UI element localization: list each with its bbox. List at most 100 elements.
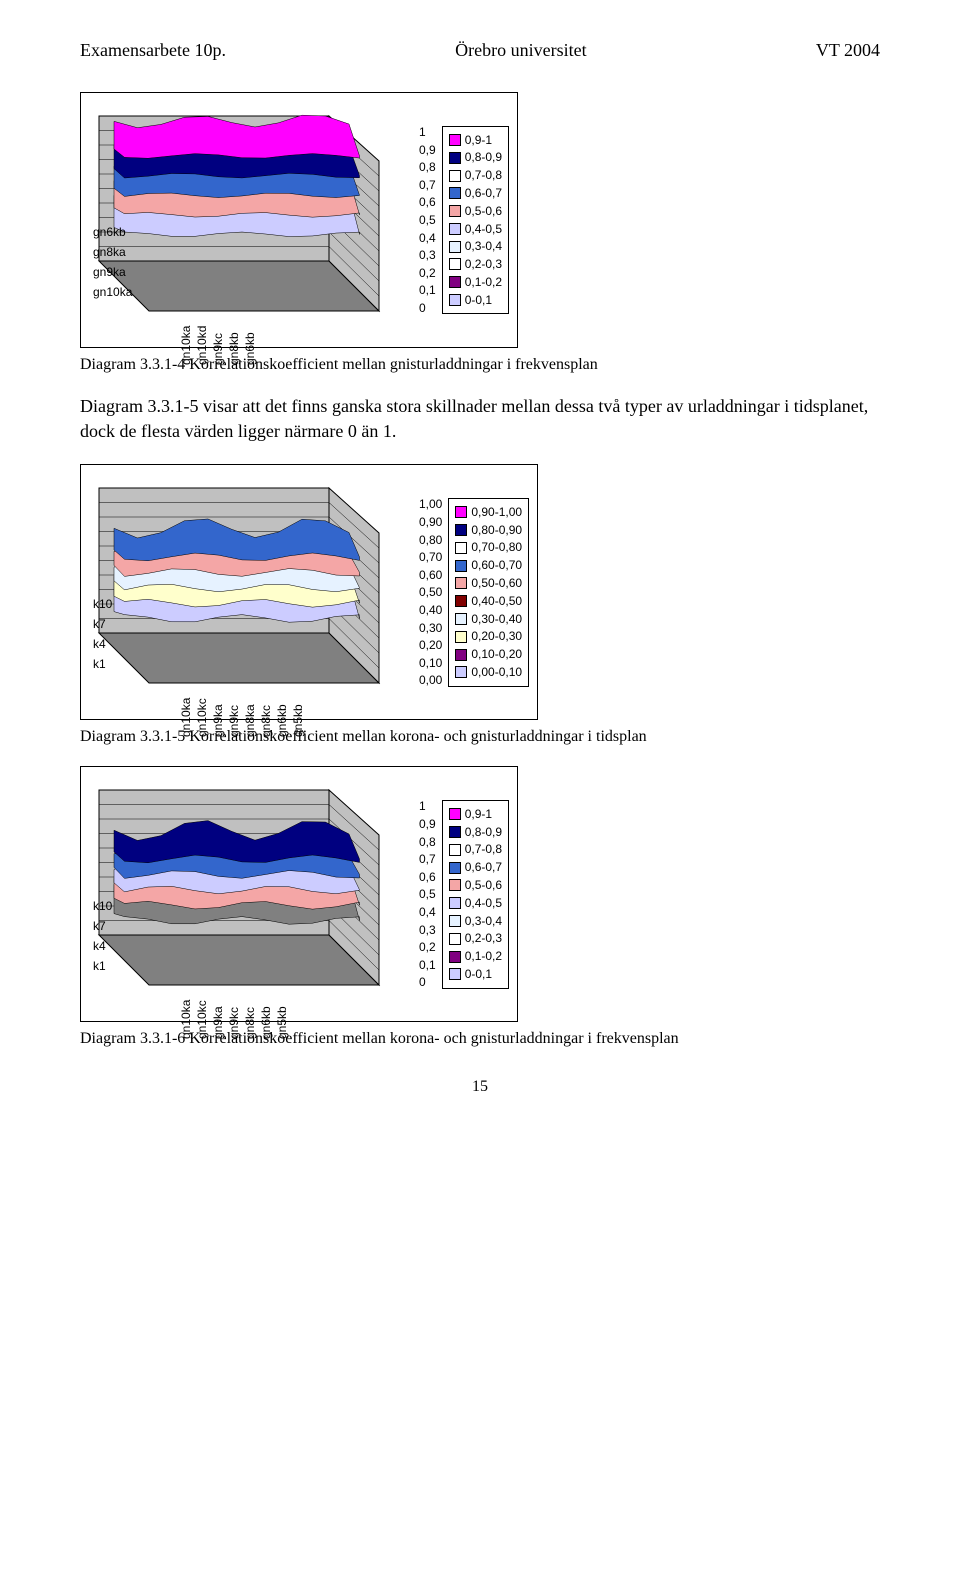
x-axis-label: gn9ka <box>211 1025 225 1039</box>
legend-swatch <box>449 187 461 199</box>
legend-swatch <box>449 205 461 217</box>
y-axis-label: gn6kb <box>93 225 132 239</box>
z-tick-label: 0,8 <box>419 835 436 849</box>
z-tick-label: 0,7 <box>419 178 436 192</box>
y-axis-label: k1 <box>93 657 112 671</box>
y-axis-label: gn10ka <box>93 285 132 299</box>
legend-label: 0,5-0,6 <box>465 877 502 894</box>
z-tick-label: 0,8 <box>419 160 436 174</box>
x-axis-label: gn10kd <box>195 351 209 365</box>
figure-1: gn10kagn10kdgn9kcgn8kbgn6kbgn6kbgn8kagn9… <box>80 92 518 348</box>
legend-item: 0,7-0,8 <box>449 841 502 858</box>
z-tick-label: 0,3 <box>419 923 436 937</box>
surface-chart <box>89 473 409 703</box>
legend-item: 0,8-0,9 <box>449 149 502 166</box>
legend-swatch <box>449 826 461 838</box>
z-tick-label: 0 <box>419 301 436 315</box>
legend-label: 0,1-0,2 <box>465 274 502 291</box>
x-axis-label: gn8ka <box>243 723 257 737</box>
z-tick-label: 0,4 <box>419 905 436 919</box>
legend-swatch <box>449 170 461 182</box>
y-axis-label: k7 <box>93 617 112 631</box>
legend-label: 0,3-0,4 <box>465 913 502 930</box>
legend-item: 0,2-0,3 <box>449 930 502 947</box>
z-tick-label: 0,50 <box>419 585 442 599</box>
legend-swatch <box>449 134 461 146</box>
legend-item: 0-0,1 <box>449 292 502 309</box>
legend-swatch <box>455 542 467 554</box>
legend-item: 0,4-0,5 <box>449 895 502 912</box>
y-axis-label: k1 <box>93 959 112 973</box>
legend-item: 0,5-0,6 <box>449 877 502 894</box>
legend-item: 0,50-0,60 <box>455 575 522 592</box>
x-axis-label: gn10kc <box>195 723 209 737</box>
x-axis-label: gn10ka <box>179 351 193 365</box>
legend-label: 0,2-0,3 <box>465 256 502 273</box>
x-axis-label: gn10ka <box>179 723 193 737</box>
z-tick-label: 0,6 <box>419 870 436 884</box>
legend-item: 0,1-0,2 <box>449 948 502 965</box>
x-axis-label: gn6kb <box>243 351 257 365</box>
z-tick-label: 0,3 <box>419 248 436 262</box>
legend-swatch <box>455 613 467 625</box>
legend-swatch <box>455 649 467 661</box>
x-axis-label: gn6kb <box>275 723 289 737</box>
legend-item: 0,30-0,40 <box>455 611 522 628</box>
legend-label: 0,3-0,4 <box>465 238 502 255</box>
page-number: 15 <box>80 1078 880 1096</box>
legend-swatch <box>449 915 461 927</box>
x-axis-label: gn10kc <box>195 1025 209 1039</box>
legend-swatch <box>449 294 461 306</box>
y-axis-label: k4 <box>93 939 112 953</box>
z-tick-label: 0,70 <box>419 550 442 564</box>
z-tick-label: 0,40 <box>419 603 442 617</box>
surface-chart <box>89 775 409 1005</box>
legend-swatch <box>449 951 461 963</box>
legend-item: 0,6-0,7 <box>449 859 502 876</box>
legend-item: 0,9-1 <box>449 806 502 823</box>
legend-label: 0,4-0,5 <box>465 221 502 238</box>
legend-swatch <box>449 968 461 980</box>
legend-item: 0,7-0,8 <box>449 167 502 184</box>
z-tick-label: 0,7 <box>419 852 436 866</box>
x-axis-label: gn9ka <box>211 723 225 737</box>
x-axis-label: gn8kc <box>259 723 273 737</box>
legend-swatch <box>455 666 467 678</box>
legend-swatch <box>449 897 461 909</box>
page-header: Examensarbete 10p. Örebro universitet VT… <box>80 40 880 62</box>
z-tick-label: 0,6 <box>419 195 436 209</box>
z-tick-label: 0,60 <box>419 568 442 582</box>
legend-swatch <box>449 808 461 820</box>
legend-swatch <box>455 506 467 518</box>
x-axis-label: gn9kc <box>227 723 241 737</box>
z-tick-label: 0,80 <box>419 533 442 547</box>
z-tick-label: 0,1 <box>419 958 436 972</box>
z-tick-label: 0,9 <box>419 817 436 831</box>
legend-swatch <box>449 862 461 874</box>
legend-swatch <box>449 223 461 235</box>
legend-item: 0,8-0,9 <box>449 824 502 841</box>
legend-item: 0,6-0,7 <box>449 185 502 202</box>
y-axis-label: gn8ka <box>93 245 132 259</box>
legend-item: 0,00-0,10 <box>455 664 522 681</box>
legend-swatch <box>449 276 461 288</box>
z-tick-label: 0,1 <box>419 283 436 297</box>
legend-swatch <box>449 933 461 945</box>
chart-legend: 0,9-10,8-0,90,7-0,80,6-0,70,5-0,60,4-0,5… <box>442 800 509 989</box>
legend-item: 0,80-0,90 <box>455 522 522 539</box>
legend-label: 0,00-0,10 <box>471 664 522 681</box>
legend-label: 0,70-0,80 <box>471 539 522 556</box>
legend-item: 0,5-0,6 <box>449 203 502 220</box>
x-axis-label: gn5kb <box>275 1025 289 1039</box>
x-axis-label: gn5kb <box>291 723 305 737</box>
legend-item: 0,20-0,30 <box>455 628 522 645</box>
legend-label: 0,2-0,3 <box>465 930 502 947</box>
legend-item: 0,10-0,20 <box>455 646 522 663</box>
legend-label: 0,60-0,70 <box>471 557 522 574</box>
y-axis-label: k10 <box>93 597 112 611</box>
header-right: VT 2004 <box>816 40 880 61</box>
legend-swatch <box>449 241 461 253</box>
header-left: Examensarbete 10p. <box>80 40 226 61</box>
legend-item: 0,90-1,00 <box>455 504 522 521</box>
legend-item: 0,3-0,4 <box>449 238 502 255</box>
